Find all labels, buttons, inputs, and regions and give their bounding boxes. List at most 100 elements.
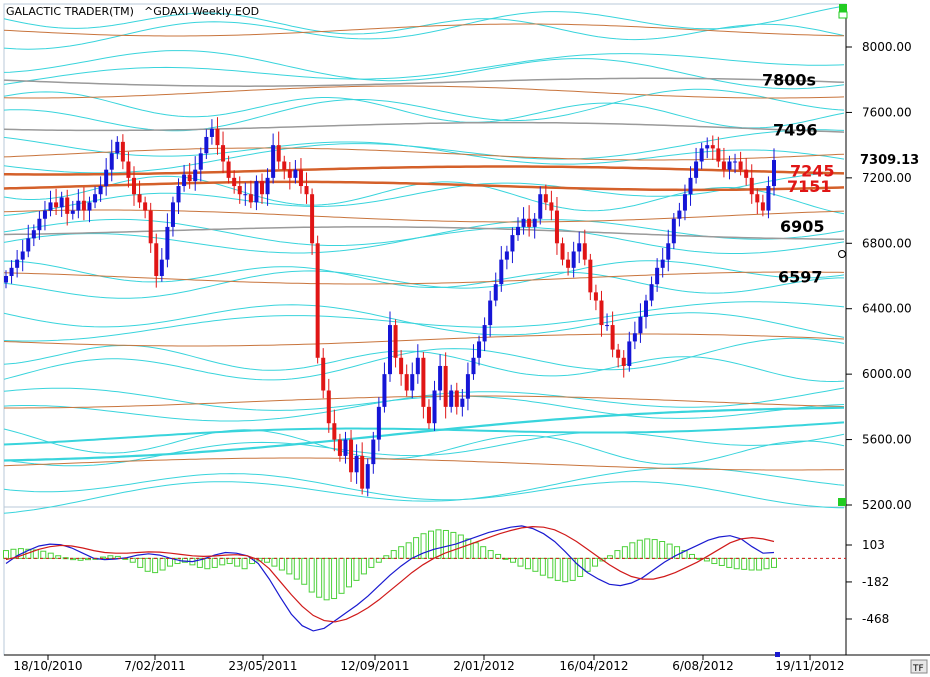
cycle-curve [3, 53, 845, 85]
candle-body [215, 128, 220, 146]
histogram-bar [666, 543, 673, 559]
candle-body [755, 194, 760, 203]
candle-body [516, 226, 520, 236]
cycle-curve [3, 136, 845, 165]
price-axis: 8000.00 7600.00 7200.00 6800.00 6400.00 6000.… [846, 40, 912, 512]
candle-body [109, 153, 114, 170]
cycle-curve [3, 180, 845, 192]
histogram-bar [77, 557, 84, 561]
candle-body [593, 292, 598, 301]
candle-body [443, 365, 448, 407]
histogram-bar [554, 557, 561, 581]
candle-body [209, 128, 214, 137]
histogram-bar [539, 557, 546, 576]
candle-body [15, 259, 20, 268]
cycle-curve [3, 77, 845, 87]
candle-body [521, 218, 526, 227]
top-corner-marker-lower[interactable] [838, 11, 848, 19]
candle-body [527, 218, 532, 227]
histogram-bar [278, 557, 285, 571]
histogram-bar [435, 529, 442, 559]
top-corner-marker[interactable] [839, 4, 847, 12]
candle-body [571, 251, 576, 268]
candle-body [221, 145, 226, 162]
histogram-bar [152, 557, 159, 574]
candle-body [37, 218, 42, 231]
histogram-bar [621, 546, 628, 559]
candle-body [98, 186, 103, 195]
osc-slow-line [5, 525, 775, 623]
candle-body [170, 202, 175, 227]
crosshair-handle[interactable] [838, 250, 846, 258]
cycle-curve [3, 333, 845, 347]
candle-body [20, 251, 25, 260]
cycle-curves [3, 5, 845, 514]
candle-body [293, 169, 298, 178]
candle-body [421, 357, 426, 407]
candle-body [298, 169, 303, 187]
histogram-bar [733, 557, 740, 570]
histogram-bar [129, 557, 136, 563]
candle-body [70, 210, 75, 214]
candle-body [120, 141, 125, 162]
bottom-corner-marker[interactable] [838, 498, 846, 506]
candle-body [237, 186, 242, 195]
candle-body [159, 259, 164, 276]
histogram-bar [688, 553, 695, 559]
price-tick-label: 5200.00 [862, 498, 912, 512]
osc-tick-label: -468 [862, 612, 889, 626]
scroll-end-marker[interactable] [775, 652, 780, 657]
histogram-bar [383, 555, 390, 559]
candle-body [165, 226, 170, 260]
osc-fast-line [5, 525, 775, 632]
level-label: 7800s [762, 71, 816, 90]
candle-body [343, 439, 348, 456]
candle-body [4, 276, 8, 283]
candle-body [415, 357, 420, 375]
histogram-bar [107, 555, 114, 559]
candle-body [132, 177, 136, 195]
price-panel [3, 3, 847, 508]
histogram-bar [241, 557, 248, 570]
price-tick-label: 8000.00 [862, 40, 912, 54]
candle-body [655, 267, 660, 285]
candle-body [399, 357, 404, 375]
candle-body [360, 455, 365, 489]
candle-body [282, 161, 287, 170]
histogram-bar [756, 557, 763, 571]
candle-body [182, 174, 187, 187]
histogram-bar [390, 550, 397, 559]
candle-body [410, 374, 415, 391]
candle-body [760, 202, 765, 211]
cycle-curve [3, 304, 845, 338]
candle-body [454, 390, 459, 407]
cycle-curve [3, 172, 845, 216]
candle-body [87, 202, 92, 211]
candle-body [638, 316, 643, 334]
histogram-bar [718, 557, 725, 566]
histogram-bar [532, 557, 539, 572]
candle-body [510, 235, 515, 252]
level-label: 7151 [787, 177, 832, 196]
candle-body [204, 136, 209, 154]
histogram-bar [293, 557, 300, 580]
osc-tick-label: 103 [862, 538, 885, 552]
candle-body [677, 210, 682, 219]
candle-body [9, 267, 14, 276]
candle-body [554, 210, 559, 244]
candle-body [560, 243, 565, 260]
candle-body [632, 333, 637, 342]
cycle-curve [3, 121, 845, 133]
candle-body [115, 141, 120, 154]
candle-body [699, 148, 704, 162]
candle-body [376, 406, 381, 440]
candle-body [772, 160, 776, 187]
oscillator-histogram [3, 529, 777, 601]
histogram-bar [748, 557, 755, 571]
candle-body [176, 186, 181, 203]
candle-body [48, 202, 53, 211]
histogram-bar [659, 541, 666, 559]
tf-button[interactable] [910, 659, 928, 674]
candlestick-series [4, 117, 776, 497]
